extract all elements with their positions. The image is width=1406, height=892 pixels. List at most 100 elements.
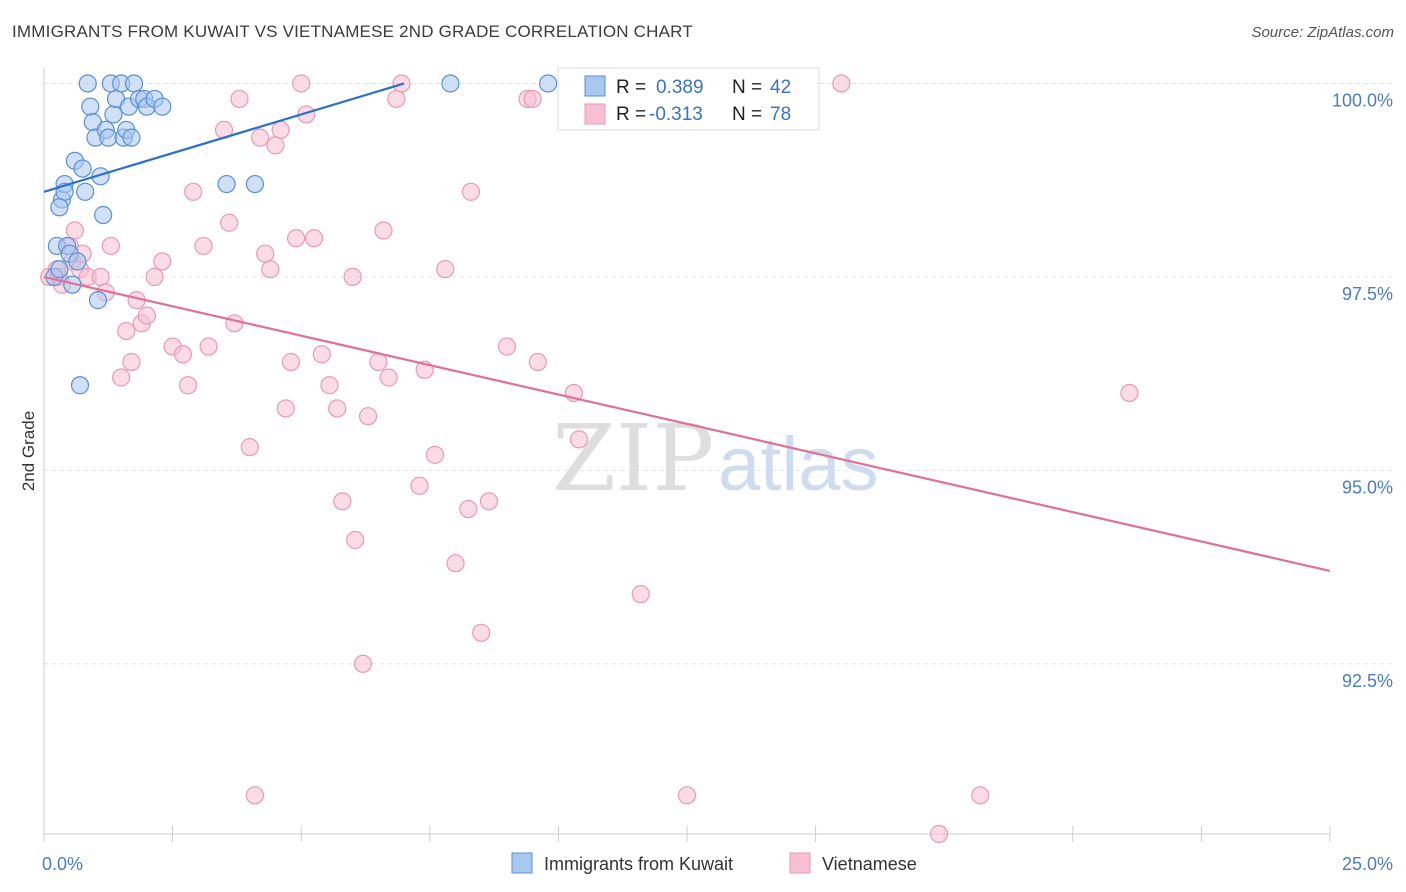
vietnamese-point <box>122 352 141 372</box>
vietnamese-point <box>425 445 445 464</box>
kuwait-trend-line <box>43 82 405 193</box>
vietnamese-point <box>369 352 388 372</box>
vietnamese-point <box>266 136 285 155</box>
y-tick-label: 95.0% <box>1342 477 1393 497</box>
vietnamese-point <box>240 438 259 457</box>
watermark-zip: ZIP <box>552 405 714 512</box>
kuwait-point <box>539 74 558 93</box>
kuwait-point <box>50 260 69 279</box>
vietnamese-point <box>1120 383 1139 403</box>
vietnamese-point <box>145 267 164 287</box>
vietnamese-point <box>358 407 378 426</box>
stats-legend-swatch-viet <box>584 103 606 125</box>
stats-n-label-viet: N = <box>732 104 762 125</box>
vietnamese-point <box>459 499 478 519</box>
series-legend: Immigrants from Kuwait Vietnamese <box>511 852 917 874</box>
vietnamese-point <box>286 229 306 248</box>
kuwait-point <box>245 174 265 194</box>
vietnamese-point <box>631 585 650 604</box>
vietnamese-point <box>410 476 429 495</box>
vietnamese-point <box>304 229 324 248</box>
stats-legend: R = 0.389 N = 42 R = -0.313 N = 78 <box>557 67 820 131</box>
x-tick-label-max: 25.0% <box>1342 854 1393 874</box>
vietnamese-point <box>220 213 239 232</box>
source-credit: Source: ZipAtlas.com <box>1251 24 1394 41</box>
vietnamese-point <box>479 492 499 511</box>
vietnamese-point <box>387 89 406 109</box>
stats-n-value-viet: 78 <box>770 104 791 125</box>
vietnamese-point <box>256 244 275 263</box>
x-ticks <box>43 826 1331 842</box>
watermark-atlas: atlas <box>718 422 879 507</box>
kuwait-point <box>88 291 108 310</box>
y-tick-label: 92.5% <box>1342 671 1393 691</box>
vietnamese-point <box>320 376 339 395</box>
vietnamese-point <box>333 492 352 511</box>
vietnamese-point <box>374 221 393 240</box>
vietnamese-point <box>199 337 218 356</box>
vietnamese-point <box>312 345 331 364</box>
vietnamese-point <box>65 221 84 240</box>
kuwait-point <box>76 182 95 201</box>
vietnamese-point <box>281 352 301 372</box>
grid-lines <box>44 82 1395 665</box>
stats-r-value-kuwait: 0.389 <box>656 77 704 98</box>
vietnamese-point <box>112 368 131 387</box>
vietnamese-point <box>173 345 192 364</box>
vietnamese-point <box>276 399 295 418</box>
stats-n-value-kuwait: 42 <box>770 77 791 98</box>
vietnamese-point <box>971 786 990 805</box>
vietnamese-point <box>117 321 136 341</box>
kuwait-point <box>217 174 236 194</box>
vietnamese-point <box>153 252 172 271</box>
stats-r-label-kuwait: R = <box>616 77 646 98</box>
vietnamese-point <box>225 314 244 333</box>
chart-title: IMMIGRANTS FROM KUWAIT VS VIETNAMESE 2ND… <box>12 22 693 41</box>
kuwait-point <box>81 97 100 116</box>
vietnamese-point <box>472 623 491 642</box>
vietnamese-point <box>271 120 290 139</box>
vietnamese-point <box>353 654 373 673</box>
vietnamese-point <box>569 430 589 449</box>
vietnamese-point <box>230 89 249 109</box>
x-tick-label-min: 0.0% <box>42 854 83 874</box>
vietnamese-point <box>446 554 465 573</box>
kuwait-point <box>68 252 87 271</box>
vietnamese-point <box>184 182 203 201</box>
kuwait-point <box>99 128 118 147</box>
trend-lines <box>43 82 1331 573</box>
stats-n-label-kuwait: N = <box>732 77 762 98</box>
vietnamese-point <box>461 182 481 201</box>
vietnamese-point <box>343 267 362 287</box>
vietnamese-point <box>328 399 347 418</box>
kuwait-point <box>104 105 123 124</box>
vietnamese-point <box>194 236 213 256</box>
vietnamese-point <box>346 530 365 550</box>
vietnamese-trend-line <box>43 275 1331 573</box>
vietnamese-point <box>832 74 851 93</box>
stats-r-value-viet: -0.313 <box>649 104 703 125</box>
stats-r-label-viet: R = <box>616 104 646 125</box>
kuwait-point <box>94 205 113 225</box>
vietnamese-point <box>497 337 517 356</box>
vietnamese-point <box>245 786 265 805</box>
vietnamese-point <box>528 352 547 372</box>
vietnamese-point <box>929 824 949 844</box>
vietnamese-point <box>137 306 156 325</box>
legend-swatch-viet <box>789 852 811 874</box>
legend-label-viet: Vietnamese <box>822 854 917 874</box>
kuwait-point <box>73 159 92 178</box>
vietnamese-point <box>261 260 280 279</box>
kuwait-point <box>124 74 144 93</box>
kuwait-point <box>78 74 97 93</box>
legend-swatch-kuwait <box>511 852 533 874</box>
kuwait-point <box>441 74 460 93</box>
vietnamese-point <box>379 368 398 387</box>
y-axis-label: 2nd Grade <box>19 411 38 491</box>
y-tick-label: 97.5% <box>1342 284 1393 304</box>
vietnamese-point <box>178 376 198 395</box>
vietnamese-point <box>101 236 120 256</box>
y-tick-labels: 92.5% 95.0% 97.5% 100.0% <box>1332 90 1393 690</box>
legend-label-kuwait: Immigrants from Kuwait <box>544 854 733 874</box>
